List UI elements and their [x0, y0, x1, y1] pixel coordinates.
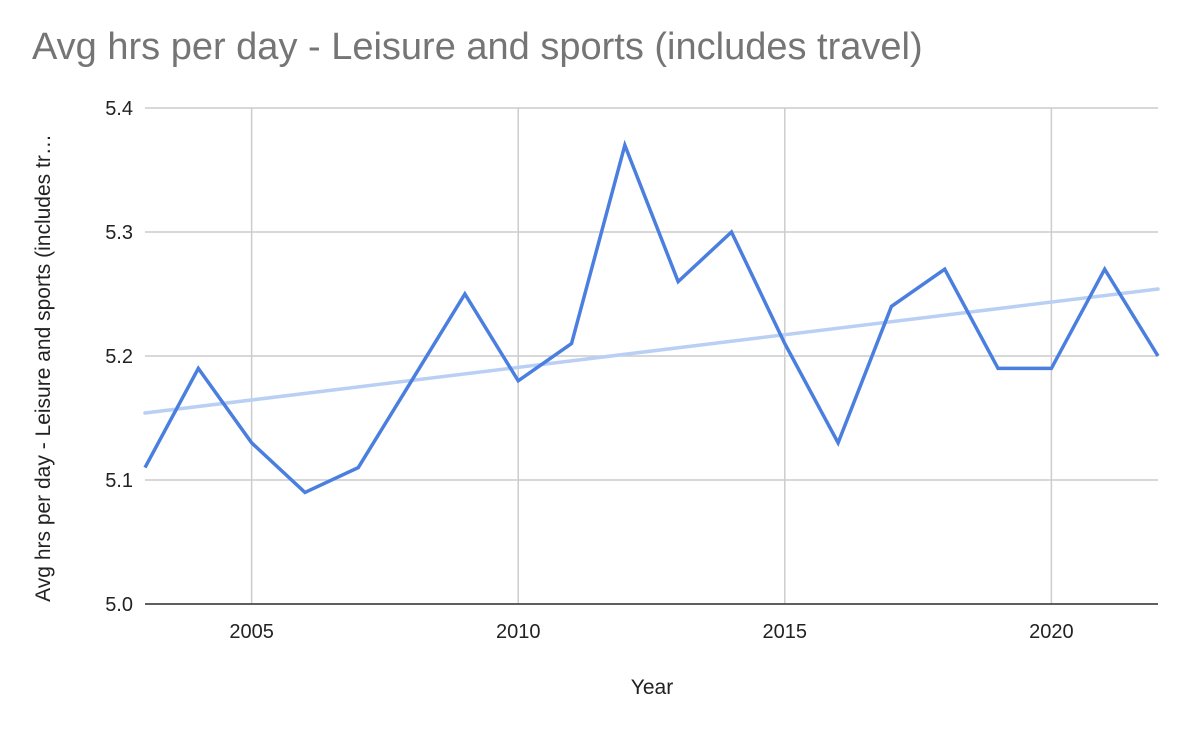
chart-title: Avg hrs per day - Leisure and sports (in… — [32, 26, 923, 68]
x-tick-label: 2015 — [763, 621, 808, 643]
y-tick-label: 5.0 — [105, 594, 133, 616]
y-axis-ticks: 5.0 5.1 5.2 5.3 5.4 — [105, 98, 133, 616]
x-tick-label: 2005 — [229, 621, 274, 643]
y-tick-label: 5.2 — [105, 346, 133, 368]
x-axis-ticks: 2005 2010 2015 2020 — [229, 621, 1073, 643]
y-tick-label: 5.1 — [105, 470, 133, 492]
series-layer — [143, 139, 1160, 495]
series-line — [143, 139, 1160, 495]
x-axis-title: Year — [631, 676, 673, 699]
x-tick-label: 2020 — [1029, 621, 1074, 643]
y-tick-label: 5.4 — [105, 98, 133, 120]
x-tick-label: 2010 — [496, 621, 541, 643]
trendline-layer — [143, 287, 1160, 415]
y-tick-label: 5.3 — [105, 222, 133, 244]
grid-layer — [145, 107, 1158, 605]
y-axis-title: Avg hrs per day - Leisure and sports (in… — [32, 134, 55, 602]
trendline — [143, 287, 1160, 415]
